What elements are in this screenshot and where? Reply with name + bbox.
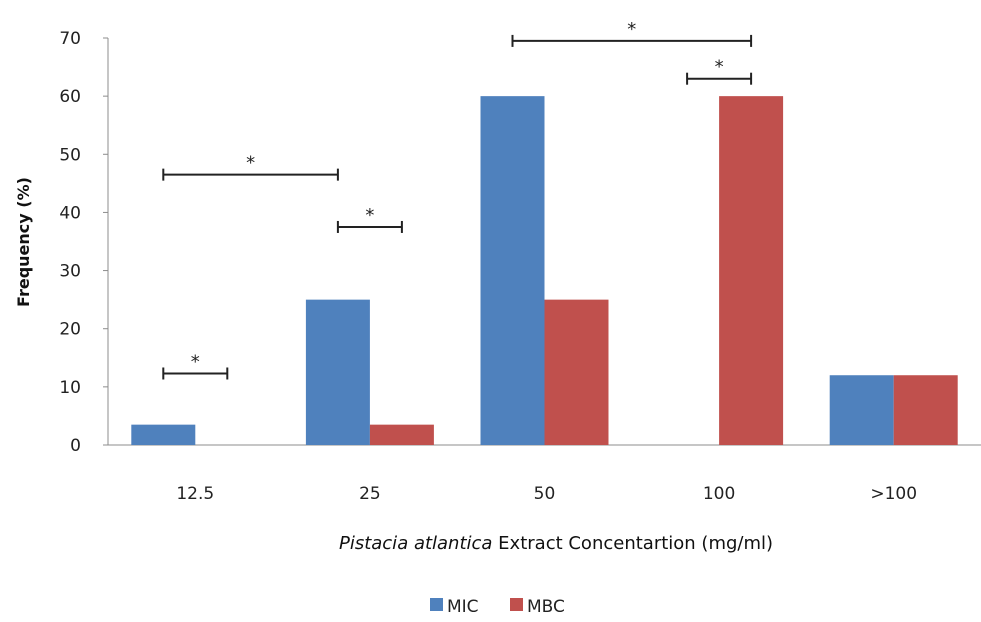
significance-star: * [627,19,636,40]
y-tick-label: 20 [59,320,81,340]
y-tick-label: 10 [59,378,81,398]
y-tick-label: 40 [59,203,81,223]
x-tick-label: >100 [870,484,917,504]
y-tick-label: 60 [59,87,81,107]
y-tick-label: 30 [59,262,81,282]
x-axis-label-italic: Pistacia atlantica [339,533,492,554]
significance-annotations: * * * * * [162,19,753,380]
x-tick-label: 12.5 [176,484,214,504]
y-tick-label: 70 [59,29,81,49]
bar-mic [829,375,894,445]
legend-swatch-mbc [510,598,523,611]
significance-star: * [191,351,200,372]
bar-mbc [893,375,958,445]
significance-star: * [246,153,255,174]
x-axis-label-rest: Extract Concentartion (mg/ml) [492,533,773,554]
bar-mic [480,96,545,446]
x-tick-label: 50 [534,484,556,504]
y-tick-label: 50 [59,145,81,165]
chart-axes: 0 10 20 30 40 50 60 70 12.5 25 50 100 >100 [59,29,981,504]
y-tick-label: 0 [70,436,81,456]
x-tick-label: 100 [703,484,735,504]
chart-bars [131,96,958,446]
bar-mbc [369,424,434,445]
significance-star: * [365,205,374,226]
bar-mic [131,424,196,445]
legend-label-mic: MIC [447,597,479,617]
significance-star: * [715,57,724,78]
bar-mic [305,299,370,445]
x-tick-label: 25 [359,484,381,504]
legend: MIC MBC [430,597,565,617]
x-axis-label: Pistacia atlantica Extract Concentartion… [339,533,773,554]
bar-mbc [719,96,784,446]
legend-swatch-mic [430,598,443,611]
bar-mbc [544,299,609,445]
legend-label-mbc: MBC [527,597,565,617]
y-axis-label: Frequency (%) [14,177,33,307]
